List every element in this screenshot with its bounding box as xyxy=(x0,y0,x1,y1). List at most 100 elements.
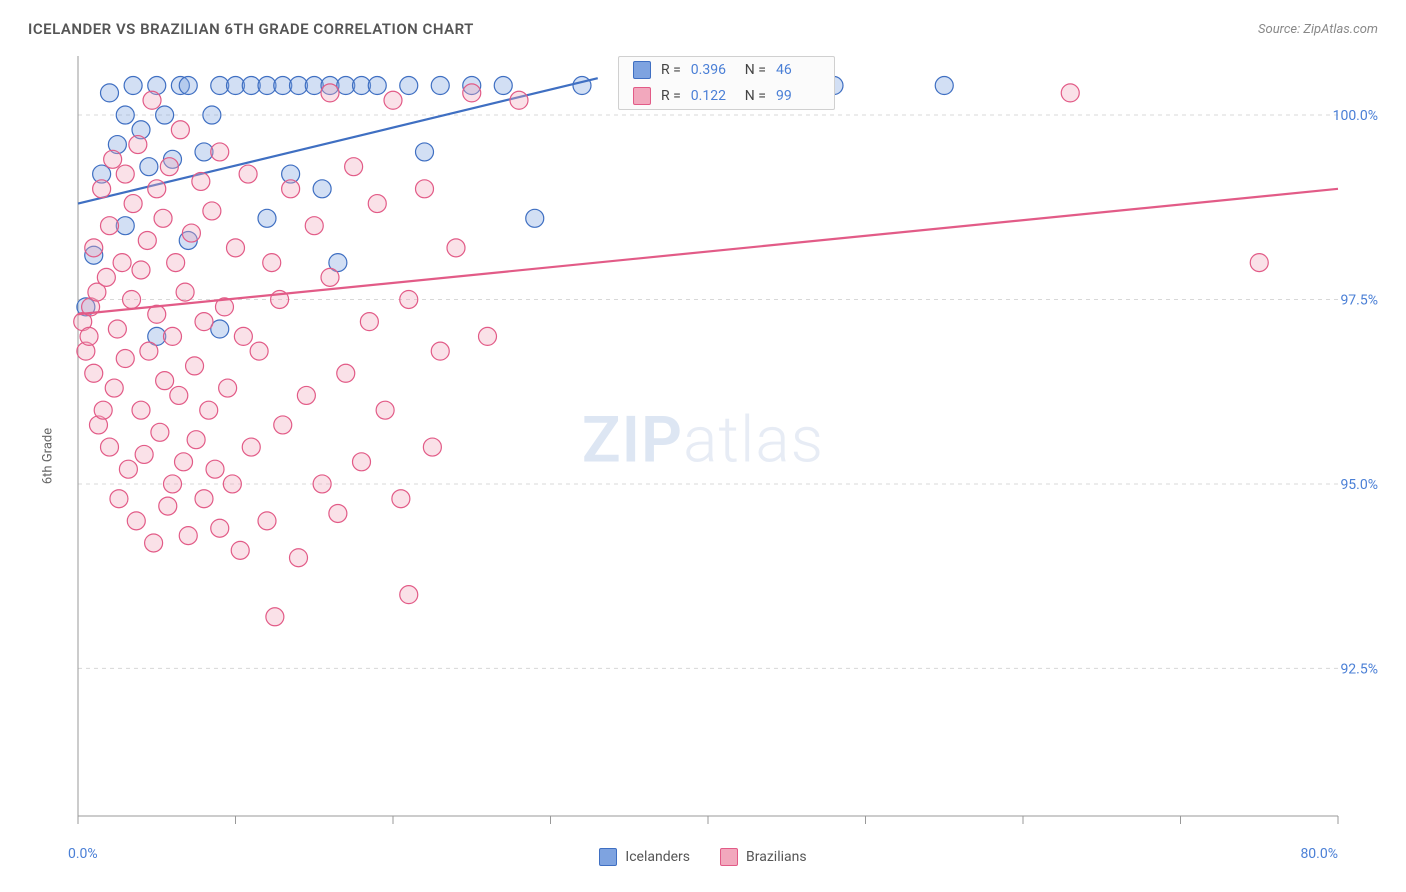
data-point xyxy=(171,121,189,139)
legend-item: Icelanders xyxy=(599,848,690,866)
legend-label: Brazilians xyxy=(746,849,807,865)
data-point xyxy=(175,453,193,471)
legend-label: Icelanders xyxy=(625,849,690,865)
data-point xyxy=(368,77,386,95)
data-point xyxy=(263,254,281,272)
data-point xyxy=(297,386,315,404)
legend-item: Brazilians xyxy=(720,848,807,866)
data-point xyxy=(510,91,528,109)
data-point xyxy=(116,350,134,368)
chart-area: 6th Grade 92.5%95.0%97.5%100.0% ZIPatlas… xyxy=(28,46,1378,866)
data-point xyxy=(123,290,141,308)
data-point xyxy=(431,342,449,360)
y-tick-label: 100.0% xyxy=(1333,108,1378,124)
legend-stat-row: R = 0.122 N = 99 xyxy=(619,83,834,109)
data-point xyxy=(187,431,205,449)
data-point xyxy=(400,586,418,604)
data-point xyxy=(164,327,182,345)
data-point xyxy=(368,195,386,213)
data-point xyxy=(400,290,418,308)
data-point xyxy=(105,379,123,397)
data-point xyxy=(143,91,161,109)
data-point xyxy=(416,180,434,198)
data-point xyxy=(110,490,128,508)
data-point xyxy=(211,143,229,161)
data-point xyxy=(132,261,150,279)
data-point xyxy=(176,283,194,301)
data-point xyxy=(384,91,402,109)
data-point xyxy=(242,438,260,456)
data-point xyxy=(108,320,126,338)
data-point xyxy=(119,460,137,478)
data-point xyxy=(101,217,119,235)
correlation-legend: R = 0.396 N = 46 R = 0.122 N = 99 xyxy=(618,56,835,110)
data-point xyxy=(321,84,339,102)
data-point xyxy=(1061,84,1079,102)
data-point xyxy=(935,77,953,95)
data-point xyxy=(93,180,111,198)
data-point xyxy=(203,202,221,220)
data-point xyxy=(494,77,512,95)
data-point xyxy=(140,158,158,176)
data-point xyxy=(266,608,284,626)
data-point xyxy=(526,209,544,227)
x-axis-min-label: 0.0% xyxy=(68,846,98,862)
data-point xyxy=(227,239,245,257)
data-point xyxy=(170,386,188,404)
n-value: 99 xyxy=(776,88,820,104)
data-point xyxy=(206,460,224,478)
data-point xyxy=(151,423,169,441)
r-label: R = xyxy=(661,62,681,78)
data-point xyxy=(392,490,410,508)
source-attribution: Source: ZipAtlas.com xyxy=(1258,22,1378,37)
legend-swatch xyxy=(633,87,651,105)
data-point xyxy=(179,77,197,95)
data-point xyxy=(431,77,449,95)
data-point xyxy=(290,549,308,567)
data-point xyxy=(219,379,237,397)
data-point xyxy=(182,224,200,242)
data-point xyxy=(101,84,119,102)
data-point xyxy=(250,342,268,360)
data-point xyxy=(94,401,112,419)
data-point xyxy=(124,77,142,95)
data-point xyxy=(239,165,257,183)
data-point xyxy=(416,143,434,161)
data-point xyxy=(345,158,363,176)
data-point xyxy=(329,504,347,522)
series-legend: Icelanders Brazilians xyxy=(28,848,1378,866)
data-point xyxy=(116,106,134,124)
data-point xyxy=(113,254,131,272)
n-value: 46 xyxy=(776,62,820,78)
data-point xyxy=(145,534,163,552)
data-point xyxy=(124,195,142,213)
data-point xyxy=(479,327,497,345)
data-point xyxy=(274,416,292,434)
data-point xyxy=(321,268,339,286)
data-point xyxy=(135,445,153,463)
data-point xyxy=(573,77,591,95)
data-point xyxy=(258,512,276,530)
n-label: N = xyxy=(745,88,766,104)
data-point xyxy=(138,231,156,249)
data-point xyxy=(195,490,213,508)
r-value: 0.122 xyxy=(691,88,735,104)
legend-swatch xyxy=(599,848,617,866)
r-label: R = xyxy=(661,88,681,104)
y-tick-label: 97.5% xyxy=(1340,292,1378,308)
data-point xyxy=(160,158,178,176)
y-tick-label: 92.5% xyxy=(1340,661,1378,677)
data-point xyxy=(129,136,147,154)
r-value: 0.396 xyxy=(691,62,735,78)
data-point xyxy=(127,512,145,530)
data-point xyxy=(116,165,134,183)
data-point xyxy=(164,475,182,493)
data-point xyxy=(400,77,418,95)
data-point xyxy=(192,172,210,190)
x-axis-max-label: 80.0% xyxy=(1300,846,1338,862)
data-point xyxy=(85,239,103,257)
data-point xyxy=(305,217,323,235)
data-point xyxy=(179,527,197,545)
data-point xyxy=(104,150,122,168)
chart-title: ICELANDER VS BRAZILIAN 6TH GRADE CORRELA… xyxy=(28,20,474,38)
